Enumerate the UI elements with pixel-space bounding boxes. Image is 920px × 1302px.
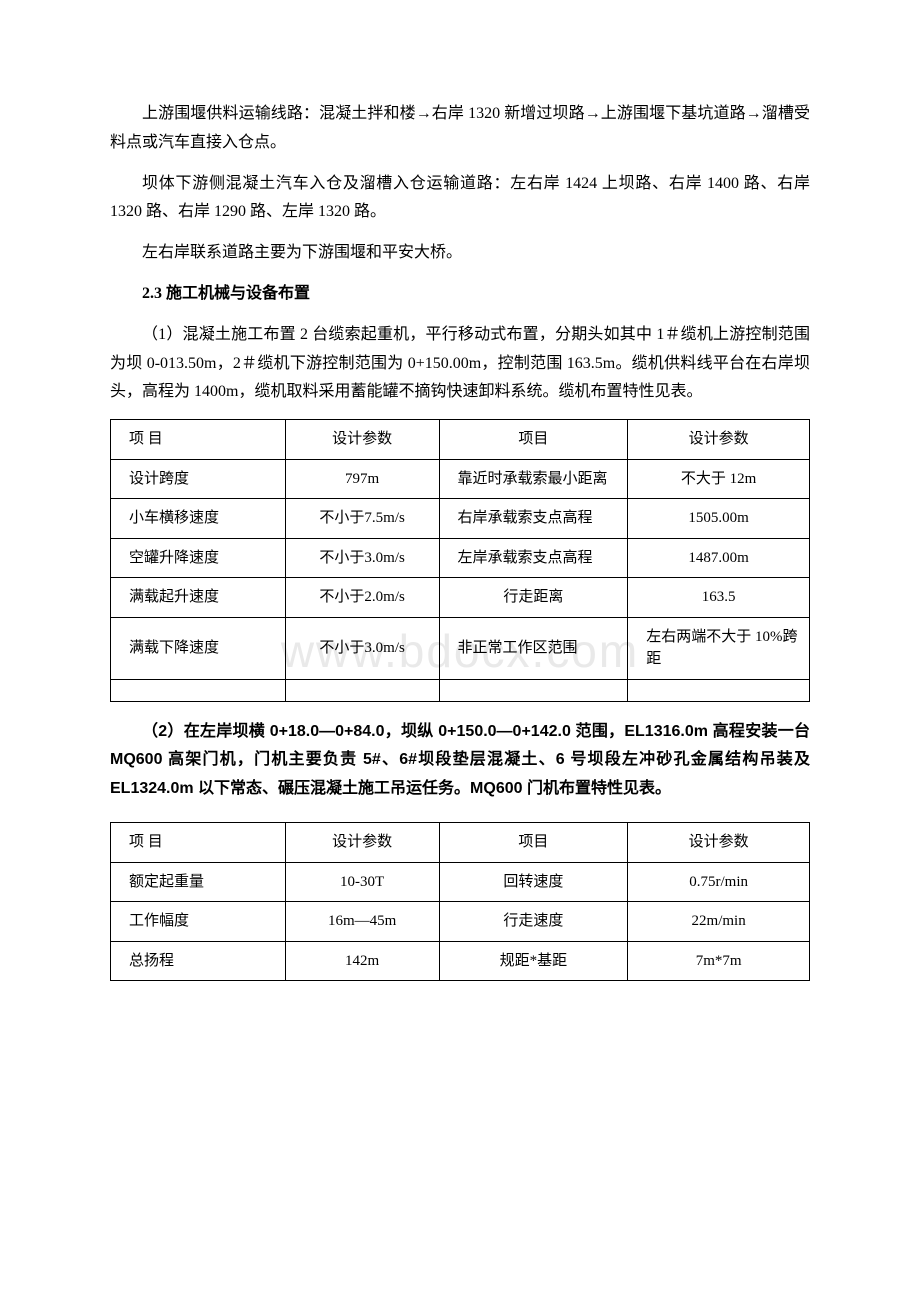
cell: 0.75r/min xyxy=(628,862,810,902)
cell: 1487.00m xyxy=(628,538,810,578)
paragraph-5: （2）在左岸坝横 0+18.0—0+84.0，坝纵 0+150.0—0+142.… xyxy=(110,718,810,804)
th-3: 项目 xyxy=(439,420,628,460)
cell: 797m xyxy=(285,459,439,499)
table-header-row: 项 目 设计参数 项目 设计参数 xyxy=(111,823,810,863)
cell xyxy=(285,679,439,701)
cell: 行走距离 xyxy=(439,578,628,618)
cell: 回转速度 xyxy=(439,862,628,902)
cell: 设计跨度 xyxy=(111,459,286,499)
cell: 靠近时承载索最小距离 xyxy=(439,459,628,499)
cell: 规距*基距 xyxy=(439,941,628,981)
cell: 左右两端不大于 10%跨距 xyxy=(628,617,810,679)
table-row: 小车横移速度 不小于7.5m/s 右岸承载索支点高程 1505.00m xyxy=(111,499,810,539)
table-row: 设计跨度 797m 靠近时承载索最小距离 不大于 12m xyxy=(111,459,810,499)
cell: 行走速度 xyxy=(439,902,628,942)
cell: 非正常工作区范围 xyxy=(439,617,628,679)
th-4: 设计参数 xyxy=(628,823,810,863)
table-empty-row xyxy=(111,679,810,701)
cell: 不小于7.5m/s xyxy=(285,499,439,539)
cable-crane-spec-table: 项 目 设计参数 项目 设计参数 设计跨度 797m 靠近时承载索最小距离 不大… xyxy=(110,419,810,702)
cell: 工作幅度 xyxy=(111,902,286,942)
cell: 满载下降速度 xyxy=(111,617,286,679)
th-1: 项 目 xyxy=(111,420,286,460)
cell: 不小于3.0m/s xyxy=(285,538,439,578)
cell: 总扬程 xyxy=(111,941,286,981)
mq600-spec-table: 项 目 设计参数 项目 设计参数 额定起重量 10-30T 回转速度 0.75r… xyxy=(110,822,810,981)
paragraph-4: （1）混凝土施工布置 2 台缆索起重机，平行移动式布置，分期头如其中 1＃缆机上… xyxy=(110,321,810,407)
table-row: 工作幅度 16m—45m 行走速度 22m/min xyxy=(111,902,810,942)
table-row: 额定起重量 10-30T 回转速度 0.75r/min xyxy=(111,862,810,902)
cell: 空罐升降速度 xyxy=(111,538,286,578)
cell: 额定起重量 xyxy=(111,862,286,902)
cell: 不大于 12m xyxy=(628,459,810,499)
table-row: 满载起升速度 不小于2.0m/s 行走距离 163.5 xyxy=(111,578,810,618)
th-2: 设计参数 xyxy=(285,823,439,863)
cell: 不小于2.0m/s xyxy=(285,578,439,618)
th-3: 项目 xyxy=(439,823,628,863)
table-row: 总扬程 142m 规距*基距 7m*7m xyxy=(111,941,810,981)
cell: 10-30T xyxy=(285,862,439,902)
cell: 22m/min xyxy=(628,902,810,942)
cell: 163.5 xyxy=(628,578,810,618)
table-row: 空罐升降速度 不小于3.0m/s 左岸承载索支点高程 1487.00m xyxy=(111,538,810,578)
paragraph-1: 上游围堰供料运输线路：混凝土拌和楼→右岸 1320 新增过坝路→上游围堰下基坑道… xyxy=(110,100,810,158)
th-1: 项 目 xyxy=(111,823,286,863)
cell: 142m xyxy=(285,941,439,981)
cell: 左岸承载索支点高程 xyxy=(439,538,628,578)
cell: 16m—45m xyxy=(285,902,439,942)
paragraph-3: 左右岸联系道路主要为下游围堰和平安大桥。 xyxy=(110,239,810,268)
cell: 7m*7m xyxy=(628,941,810,981)
th-2: 设计参数 xyxy=(285,420,439,460)
section-heading-2-3: 2.3 施工机械与设备布置 xyxy=(110,280,810,309)
cell xyxy=(111,679,286,701)
table-row: 满载下降速度 不小于3.0m/s 非正常工作区范围 左右两端不大于 10%跨距 xyxy=(111,617,810,679)
th-4: 设计参数 xyxy=(628,420,810,460)
cell: 右岸承载索支点高程 xyxy=(439,499,628,539)
cell: 1505.00m xyxy=(628,499,810,539)
cell: 不小于3.0m/s xyxy=(285,617,439,679)
cell: 满载起升速度 xyxy=(111,578,286,618)
table-header-row: 项 目 设计参数 项目 设计参数 xyxy=(111,420,810,460)
cell: 小车横移速度 xyxy=(111,499,286,539)
paragraph-2: 坝体下游侧混凝土汽车入仓及溜槽入仓运输道路：左右岸 1424 上坝路、右岸 14… xyxy=(110,170,810,228)
cell xyxy=(439,679,628,701)
cell xyxy=(628,679,810,701)
